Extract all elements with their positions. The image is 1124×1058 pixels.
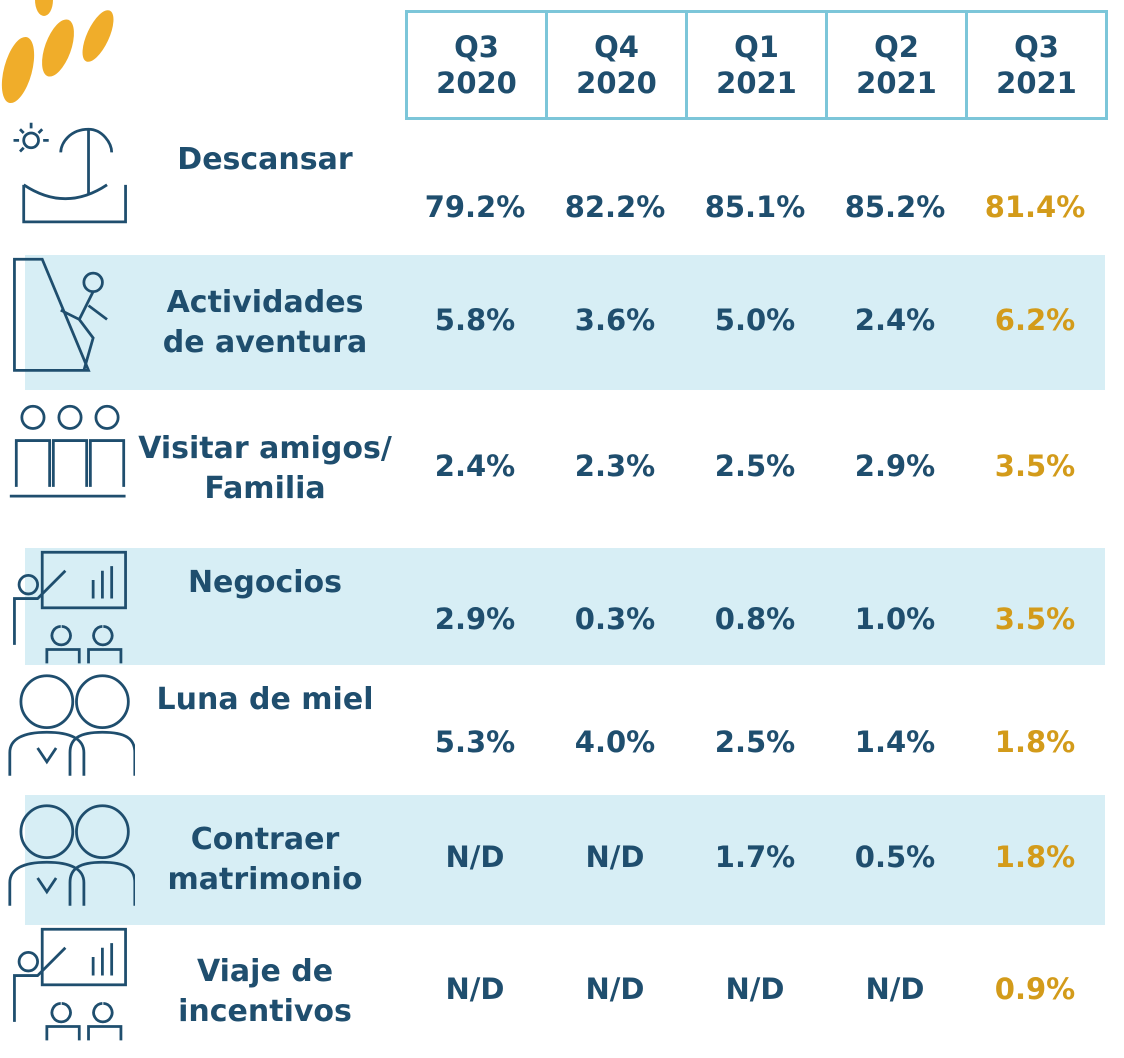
icon bbox=[13, 257, 108, 372]
cell-value: 5.0% bbox=[714, 302, 796, 337]
cell-value: 5.8% bbox=[434, 302, 516, 337]
cell-value: N/D bbox=[725, 971, 785, 1006]
row-label: Viaje de incentivos bbox=[178, 953, 352, 1029]
cell-value: 2.9% bbox=[854, 449, 936, 483]
cell-value: 2.5% bbox=[714, 725, 796, 759]
cell-value: 0.3% bbox=[574, 601, 656, 636]
cell-value: N/D bbox=[585, 840, 645, 874]
cell-value: 2.4% bbox=[854, 302, 936, 337]
icon bbox=[13, 550, 127, 664]
icon bbox=[13, 122, 127, 224]
cell-value: 85.2% bbox=[844, 190, 946, 224]
cell-value: 3.5% bbox=[994, 601, 1076, 636]
cell-value: N/D bbox=[585, 971, 645, 1006]
cell-value: 2.3% bbox=[574, 449, 656, 483]
row-label: Visitar amigos/ Familia bbox=[138, 431, 392, 506]
cell-value: 2.4% bbox=[434, 449, 516, 483]
row-band bbox=[25, 255, 1105, 390]
cell-value: N/D bbox=[445, 971, 505, 1006]
cell-value: 1.8% bbox=[994, 725, 1076, 759]
row-label: Negocios bbox=[187, 565, 343, 600]
cell-value: 0.9% bbox=[994, 971, 1076, 1006]
cell-value: 82.2% bbox=[564, 190, 666, 224]
row-label: Luna de miel bbox=[156, 682, 374, 717]
row-label: Actividades de aventura bbox=[162, 284, 368, 360]
column-header: Q3 2020 bbox=[405, 10, 548, 120]
cell-value: 6.2% bbox=[994, 302, 1076, 337]
column-header: Q4 2020 bbox=[545, 10, 688, 120]
row-label: Descansar bbox=[177, 142, 353, 177]
cell-value: 2.9% bbox=[434, 601, 516, 636]
cell-value: 3.5% bbox=[994, 449, 1076, 483]
icon bbox=[8, 674, 135, 776]
cell-value: 85.1% bbox=[704, 190, 806, 224]
cell-value: 1.0% bbox=[854, 601, 936, 636]
decoration bbox=[1, 0, 114, 104]
icon bbox=[8, 804, 135, 906]
cell-value: 1.4% bbox=[854, 725, 936, 759]
cell-value: 81.4% bbox=[984, 190, 1086, 224]
icon bbox=[9, 404, 126, 498]
cell-value: 5.3% bbox=[434, 725, 516, 759]
cell-value: N/D bbox=[445, 840, 505, 874]
column-header: Q3 2021 bbox=[965, 10, 1108, 120]
cell-value: 4.0% bbox=[574, 725, 656, 759]
cell-value: 0.5% bbox=[854, 840, 936, 874]
cell-value: 1.7% bbox=[714, 840, 796, 874]
cell-value: 3.6% bbox=[574, 302, 656, 337]
icon bbox=[13, 927, 127, 1041]
cell-value: 2.5% bbox=[714, 449, 796, 483]
cell-value: N/D bbox=[865, 971, 925, 1006]
column-header: Q2 2021 bbox=[825, 10, 968, 120]
row-band bbox=[25, 548, 1105, 665]
cell-value: 0.8% bbox=[714, 601, 796, 636]
cell-value: 1.8% bbox=[994, 840, 1076, 874]
row-band bbox=[25, 795, 1105, 925]
row-label: Contraer matrimonio bbox=[167, 822, 363, 897]
cell-value: 79.2% bbox=[424, 190, 526, 224]
column-header: Q1 2021 bbox=[685, 10, 828, 120]
